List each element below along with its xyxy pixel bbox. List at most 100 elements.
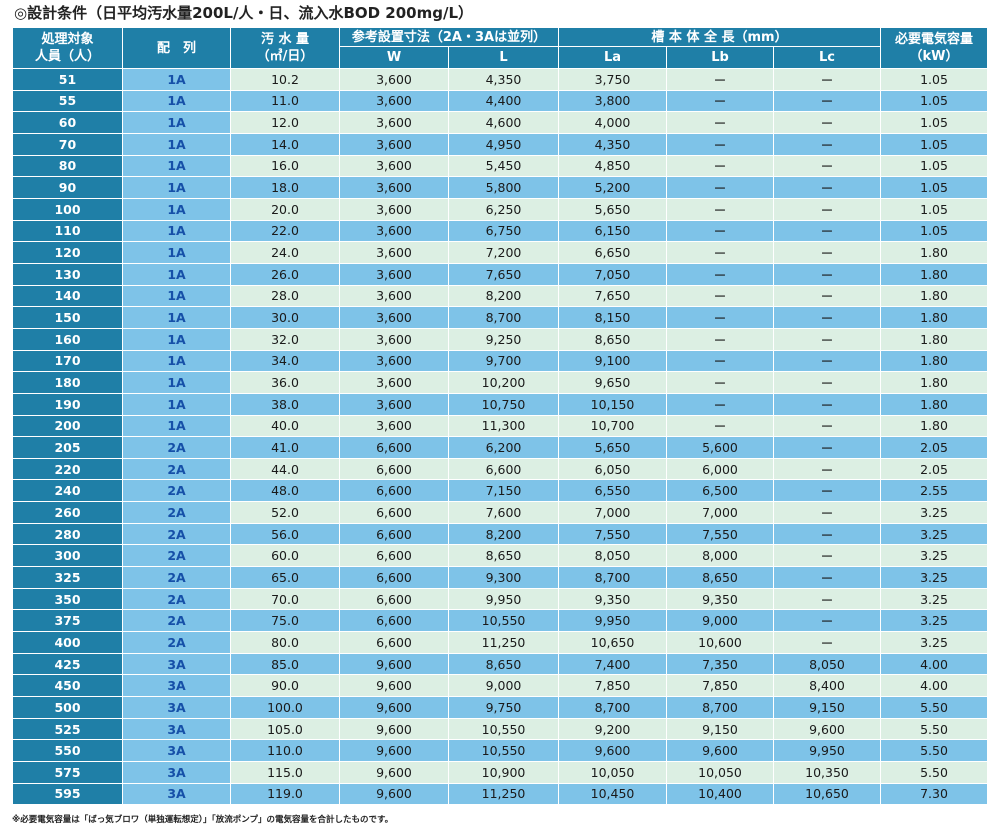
table-row: 190 1A 38.0 3,600 10,750 10,150 ーー 1.80: [12, 392, 988, 416]
lb-cell: ー: [666, 262, 774, 286]
w-cell: 9,600: [339, 652, 449, 676]
layout-cell: 1A: [122, 414, 231, 438]
lb-cell: 8,700: [666, 696, 774, 719]
lb-cell: ー: [666, 132, 774, 156]
lb-cell: ー: [666, 371, 774, 394]
lc-cell: ー: [773, 219, 881, 243]
people-cell: 220: [12, 457, 123, 481]
people-cell: 51: [12, 68, 123, 91]
lb-cell: 7,550: [666, 522, 774, 546]
w-cell: 3,600: [339, 132, 449, 156]
la-cell: 5,200: [558, 176, 667, 199]
w-cell: 6,600: [339, 436, 449, 459]
water-volume-cell: 22.0: [230, 219, 340, 243]
water-volume-cell: 85.0: [230, 652, 340, 676]
lc-cell: ー: [773, 544, 881, 568]
layout-cell: 2A: [122, 501, 231, 524]
power-cell: 1.80: [880, 327, 988, 351]
header-people: 処理対象 人員（人）: [12, 27, 123, 69]
power-cell: 5.50: [880, 739, 988, 762]
la-cell: 4,000: [558, 111, 667, 134]
power-cell: 3.25: [880, 501, 988, 524]
people-cell: 425: [12, 652, 123, 676]
lc-cell: ー: [773, 479, 881, 503]
power-cell: 1.80: [880, 306, 988, 329]
la-cell: 6,550: [558, 479, 667, 503]
l-cell: 6,200: [448, 436, 559, 459]
w-cell: 3,600: [339, 154, 449, 178]
w-cell: 3,600: [339, 68, 449, 91]
lc-cell: ー: [773, 176, 881, 199]
w-cell: 3,600: [339, 284, 449, 308]
l-cell: 6,750: [448, 219, 559, 243]
table-row: 200 1A 40.0 3,600 11,300 10,700 ーー 1.80: [12, 414, 988, 438]
header-power-line2: （kW）: [909, 49, 959, 64]
people-cell: 200: [12, 414, 123, 438]
people-cell: 325: [12, 566, 123, 589]
header-water-line2: （㎥/日）: [256, 49, 314, 64]
lc-cell: ー: [773, 68, 881, 91]
l-cell: 10,550: [448, 609, 559, 633]
power-cell: 1.05: [880, 132, 988, 156]
lc-cell: 8,400: [773, 674, 881, 698]
lc-cell: ー: [773, 501, 881, 524]
layout-cell: 3A: [122, 782, 231, 806]
power-cell: 1.05: [880, 154, 988, 178]
table-row: 130 1A 26.0 3,600 7,650 7,050 ーー 1.80: [12, 262, 988, 286]
people-cell: 150: [12, 306, 123, 329]
water-volume-cell: 30.0: [230, 306, 340, 329]
w-cell: 6,600: [339, 609, 449, 633]
header-power-line1: 必要電気容量: [894, 32, 973, 47]
lc-cell: ー: [773, 327, 881, 351]
table-row: 180 1A 36.0 3,600 10,200 9,650 ーー 1.80: [12, 371, 988, 394]
people-cell: 595: [12, 782, 123, 806]
w-cell: 6,600: [339, 479, 449, 503]
power-cell: 1.80: [880, 392, 988, 416]
people-cell: 55: [12, 89, 123, 113]
lc-cell: 8,050: [773, 652, 881, 676]
lc-cell: ー: [773, 241, 881, 264]
lb-cell: 7,850: [666, 674, 774, 698]
la-cell: 7,000: [558, 501, 667, 524]
w-cell: 3,600: [339, 241, 449, 264]
l-cell: 4,950: [448, 132, 559, 156]
l-cell: 5,800: [448, 176, 559, 199]
table-row: 80 1A 16.0 3,600 5,450 4,850 ーー 1.05: [12, 154, 988, 178]
water-volume-cell: 24.0: [230, 241, 340, 264]
people-cell: 120: [12, 241, 123, 264]
header-layout: 配 列: [122, 27, 231, 69]
l-cell: 10,550: [448, 717, 559, 741]
la-cell: 4,350: [558, 132, 667, 156]
water-volume-cell: 16.0: [230, 154, 340, 178]
power-cell: 4.00: [880, 674, 988, 698]
layout-cell: 1A: [122, 392, 231, 416]
layout-cell: 1A: [122, 284, 231, 308]
people-cell: 280: [12, 522, 123, 546]
power-cell: 5.50: [880, 717, 988, 741]
w-cell: 9,600: [339, 761, 449, 784]
water-volume-cell: 38.0: [230, 392, 340, 416]
lb-cell: 9,000: [666, 609, 774, 633]
la-cell: 6,150: [558, 219, 667, 243]
table-row: 170 1A 34.0 3,600 9,700 9,100 ーー 1.80: [12, 349, 988, 373]
la-cell: 6,050: [558, 457, 667, 481]
water-volume-cell: 28.0: [230, 284, 340, 308]
w-cell: 3,600: [339, 111, 449, 134]
l-cell: 9,950: [448, 587, 559, 611]
w-cell: 6,600: [339, 522, 449, 546]
layout-cell: 3A: [122, 717, 231, 741]
people-cell: 350: [12, 587, 123, 611]
la-cell: 10,650: [558, 631, 667, 654]
water-volume-cell: 12.0: [230, 111, 340, 134]
lb-cell: 9,600: [666, 739, 774, 762]
people-cell: 70: [12, 132, 123, 156]
layout-cell: 1A: [122, 132, 231, 156]
water-volume-cell: 18.0: [230, 176, 340, 199]
l-cell: 8,650: [448, 652, 559, 676]
power-cell: 1.80: [880, 349, 988, 373]
lc-cell: ー: [773, 631, 881, 654]
la-cell: 9,200: [558, 717, 667, 741]
table-row: 325 2A 65.0 6,600 9,300 8,700 8,650 ー 3.25: [12, 566, 988, 589]
layout-cell: 3A: [122, 652, 231, 676]
lb-cell: ー: [666, 241, 774, 264]
